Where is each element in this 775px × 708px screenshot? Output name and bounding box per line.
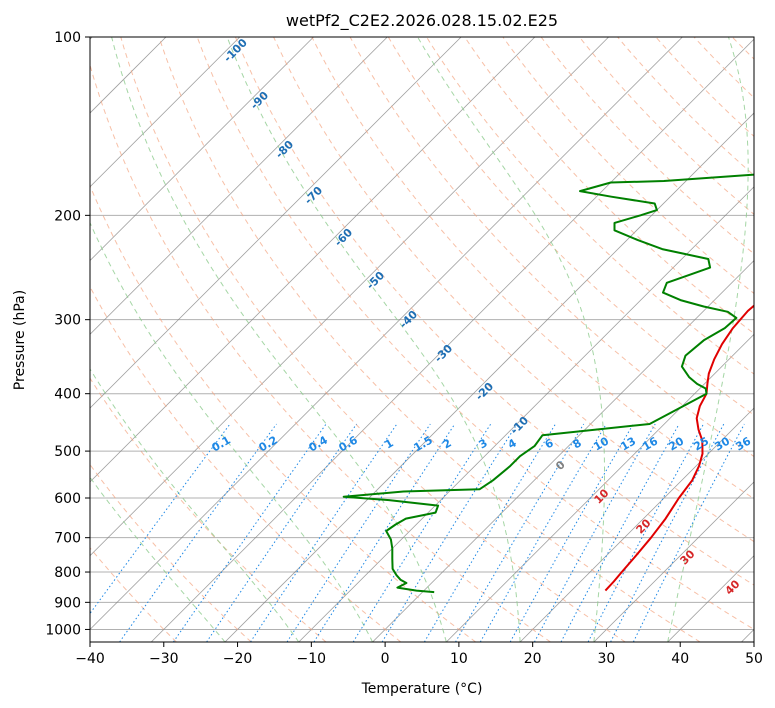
mixing-ratio-line	[119, 423, 277, 642]
x-tick-label: 0	[381, 651, 390, 667]
y-tick-label: 600	[54, 491, 81, 507]
x-tick-label: 20	[524, 651, 542, 667]
moist-adiabat-line	[417, 37, 605, 642]
y-axis-ticks: 100 200 300 400 500 600 700 800 900 1000	[45, 30, 90, 638]
mixing-ratio-line	[90, 423, 231, 615]
skewed-isotherms	[90, 37, 754, 642]
mixing-ratio-line	[610, 423, 725, 642]
isotherm-line	[90, 37, 462, 409]
isotherm-line	[593, 481, 754, 642]
moist-adiabat-line	[90, 221, 374, 642]
moist-adiabat-line	[111, 37, 447, 642]
isotherm-line	[90, 37, 388, 335]
isotherm-line	[90, 37, 683, 631]
dry-adiabat-line	[349, 37, 754, 458]
x-tick-label: −40	[75, 651, 105, 667]
mixing-ratio-line	[286, 423, 431, 642]
isotherm-line	[224, 112, 754, 642]
y-axis-title: Pressure (hPa)	[12, 290, 28, 390]
y-tick-label: 500	[54, 444, 81, 460]
dry-adiabat-line	[273, 37, 754, 543]
y-tick-label: 900	[54, 595, 81, 611]
moist-adiabats	[90, 37, 749, 642]
mixing-ratio-lines	[90, 423, 745, 642]
sounding-series	[342, 173, 754, 594]
mixing-ratio-line	[533, 423, 656, 642]
mixing-ratio-line	[352, 423, 492, 642]
x-tick-label: −30	[149, 651, 179, 667]
dry-adiabat-line	[234, 37, 754, 586]
mixing-ratio-line	[632, 423, 745, 642]
x-tick-label: −10	[297, 651, 327, 667]
chart-title: wetPf2_C2E2.2026.028.15.02.E25	[286, 11, 558, 31]
isotherm-line	[519, 407, 754, 642]
isotherm-line	[90, 37, 536, 483]
temperature-profile	[604, 304, 754, 592]
x-axis-ticks: −40 −30 −20 −10 0 10 20 30 40 50	[75, 642, 763, 667]
y-tick-label: 300	[54, 313, 81, 329]
dewpoint-profile	[342, 173, 754, 594]
mixing-ratio-line	[560, 423, 680, 642]
isotherm-line	[150, 38, 754, 642]
x-tick-label: 10	[450, 651, 468, 667]
pressure-gridlines	[90, 37, 754, 630]
moist-adiabat-line	[226, 37, 521, 642]
y-tick-label: 200	[54, 208, 81, 224]
isotherm-line	[90, 37, 314, 262]
isotherm-line	[90, 37, 609, 557]
dry-adiabat-line	[90, 63, 551, 642]
y-tick-label: 1000	[45, 622, 81, 638]
x-tick-label: −20	[223, 651, 253, 667]
x-axis-title: Temperature (°C)	[361, 681, 483, 697]
mixing-ratio-line	[587, 423, 704, 642]
dry-adiabat-line	[387, 37, 754, 416]
plot-frame	[89, 36, 755, 643]
dry-adiabat-line	[120, 37, 626, 642]
mixing-ratio-line	[313, 423, 456, 642]
moist-adiabat-line	[90, 476, 226, 642]
mixing-ratio-line	[206, 423, 358, 642]
y-tick-label: 700	[54, 531, 81, 547]
moist-adiabat-line	[90, 367, 300, 642]
x-tick-label: 30	[598, 651, 616, 667]
y-tick-label: 800	[54, 565, 81, 581]
dry-adiabat-line	[196, 37, 754, 630]
y-tick-label: 400	[54, 387, 81, 403]
plot-area: -100-90-80-70-60-50-40-30-20-10010203040…	[90, 37, 754, 642]
dry-adiabat-line	[90, 285, 402, 642]
mixing-ratio-line	[172, 423, 327, 642]
y-tick-label: 100	[54, 30, 81, 46]
x-tick-label: 40	[671, 651, 689, 667]
dry-adiabat-line	[311, 37, 754, 500]
mixing-ratio-line	[509, 423, 634, 642]
x-tick-label: 50	[745, 651, 763, 667]
isotherm-line	[90, 37, 241, 188]
dry-adiabat-line	[426, 37, 754, 375]
mixing-ratio-line	[381, 423, 518, 642]
isotherm-line	[446, 333, 754, 642]
mixing-ratio-line	[479, 423, 607, 642]
isotherm-line	[372, 259, 754, 642]
